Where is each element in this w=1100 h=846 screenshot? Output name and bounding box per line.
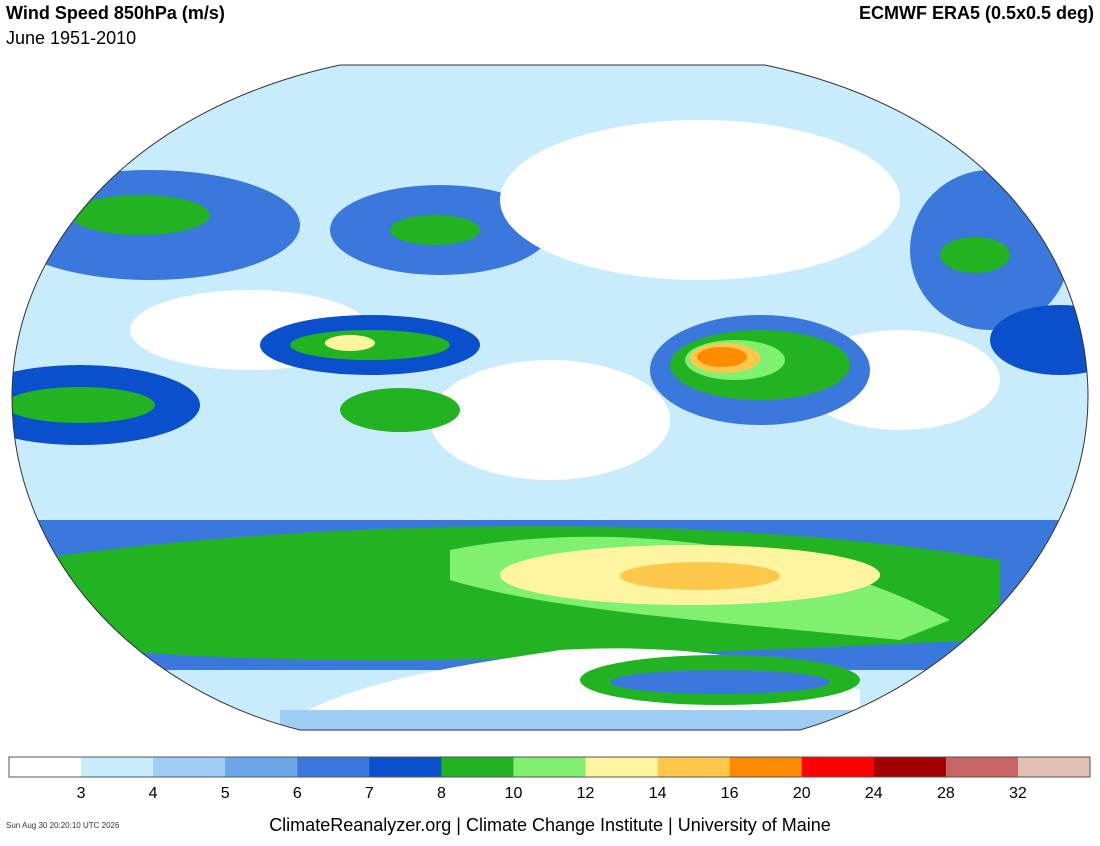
colorbar-label: 16 [721,785,739,802]
colorbar-label: 3 [77,785,86,802]
colorbar-frame [8,756,1091,778]
colorbar-swatch [441,757,514,777]
colorbar-swatch [657,757,731,777]
colorbar-swatch [369,757,442,777]
colorbar-label: 32 [1009,785,1027,802]
subtitle: June 1951-2010 [6,28,136,48]
colorbar-label: 8 [437,785,446,802]
credit: ClimateReanalyzer.org | Climate Change I… [269,815,831,835]
colorbar-swatch [513,757,587,777]
colorbar-label: 28 [937,785,955,802]
colorbar-label: 20 [793,785,811,802]
colorbar-label: 12 [577,785,595,802]
colorbar-swatch [873,757,947,777]
source: ECMWF ERA5 (0.5x0.5 deg) [859,3,1094,23]
colorbar-label: 6 [293,785,302,802]
timestamp: Sun Aug 30 20:20:10 UTC 2026 [6,821,120,830]
title: Wind Speed 850hPa (m/s) [6,3,225,23]
colorbar-swatch [729,757,803,777]
colorbar-label: 10 [505,785,523,802]
colorbar-swatch [585,757,659,777]
colorbar: 3 4 5 6 7 8 10 12 14 16 20 24 28 32 [9,757,1091,802]
colorbar-swatch [81,757,154,777]
colorbar-swatch [945,757,1019,777]
colorbar-label: 24 [865,785,883,802]
colorbar-swatch [297,757,370,777]
colorbar-label: 4 [149,785,158,802]
colorbar-swatch [801,757,875,777]
colorbar-swatch [9,757,82,777]
colorbar-swatch [225,757,298,777]
wind-map [12,65,1088,730]
colorbar-swatch [153,757,226,777]
colorbar-label: 5 [221,785,230,802]
map-border [11,64,1089,731]
colorbar-swatch [1017,757,1091,777]
colorbar-label: 7 [365,785,374,802]
colorbar-label: 14 [649,785,667,802]
